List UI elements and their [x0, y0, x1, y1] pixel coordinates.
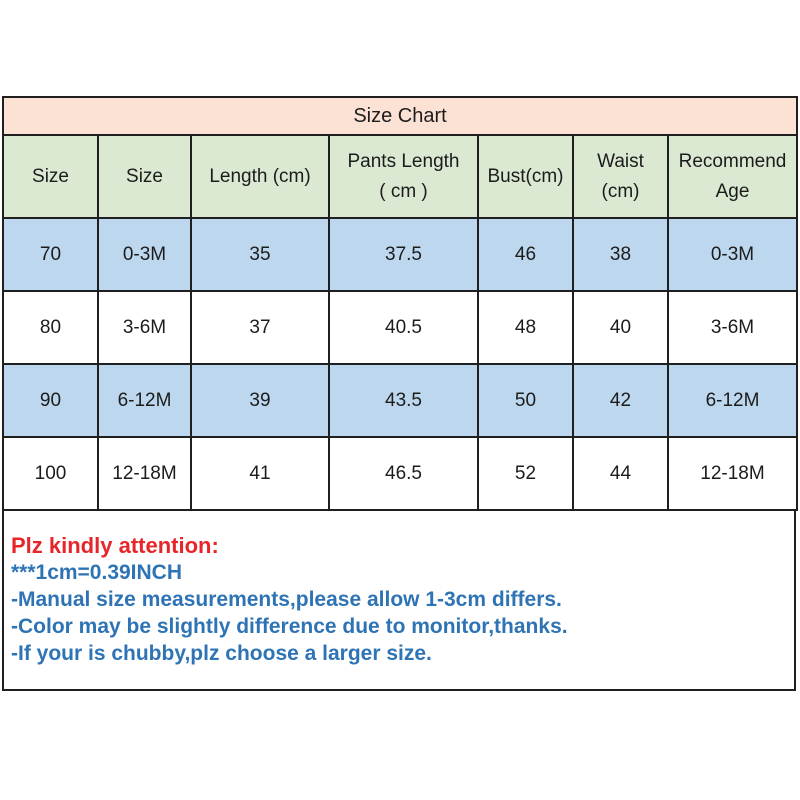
cell-waist: 38	[572, 217, 669, 292]
cell-pants-length: 40.5	[328, 290, 479, 365]
column-header-bust: Bust(cm)	[477, 134, 574, 219]
table-row-size-70: 70 0-3M 35 37.5 46 38 0-3M	[2, 217, 798, 292]
cell-size: 100	[2, 436, 99, 511]
cell-recommend-age: 3-6M	[667, 290, 798, 365]
table-row-size-90: 90 6-12M 39 43.5 50 42 6-12M	[2, 363, 798, 438]
cell-size-age: 12-18M	[97, 436, 192, 511]
table-title-row: Size Chart	[2, 96, 798, 136]
note-line-color-difference: -Color may be slightly difference due to…	[11, 615, 568, 638]
cell-size: 90	[2, 363, 99, 438]
cell-recommend-age: 12-18M	[667, 436, 798, 511]
size-chart-table: Size Chart Size Size Length (cm) Pants L…	[2, 96, 798, 511]
cell-bust: 50	[477, 363, 574, 438]
cell-pants-length: 37.5	[328, 217, 479, 292]
table-row-size-80: 80 3-6M 37 40.5 48 40 3-6M	[2, 290, 798, 365]
cell-recommend-age: 0-3M	[667, 217, 798, 292]
cell-pants-length: 43.5	[328, 363, 479, 438]
notes-section: Plz kindly attention: ***1cm=0.39INCH -M…	[2, 511, 796, 691]
cell-length: 37	[190, 290, 330, 365]
cell-waist: 44	[572, 436, 669, 511]
cell-size: 70	[2, 217, 99, 292]
cell-size-age: 6-12M	[97, 363, 192, 438]
cell-length: 35	[190, 217, 330, 292]
column-header-recommend-age: Recommend Age	[667, 134, 798, 219]
column-header-size-number: Size	[2, 134, 99, 219]
cell-bust: 52	[477, 436, 574, 511]
note-line-chubby-size-up: -If your is chubby,plz choose a larger s…	[11, 642, 432, 665]
cell-bust: 48	[477, 290, 574, 365]
cell-size-age: 3-6M	[97, 290, 192, 365]
cell-length: 39	[190, 363, 330, 438]
column-header-size-age: Size	[97, 134, 192, 219]
cell-size: 80	[2, 290, 99, 365]
note-line-cm-inch: ***1cm=0.39INCH	[11, 561, 183, 584]
column-header-length: Length (cm)	[190, 134, 330, 219]
cell-waist: 42	[572, 363, 669, 438]
cell-bust: 46	[477, 217, 574, 292]
cell-length: 41	[190, 436, 330, 511]
cell-size-age: 0-3M	[97, 217, 192, 292]
size-chart-title: Size Chart	[2, 96, 798, 136]
cell-waist: 40	[572, 290, 669, 365]
note-line-manual-measurement: -Manual size measurements,please allow 1…	[11, 588, 562, 611]
table-header-row: Size Size Length (cm) Pants Length ( cm …	[2, 134, 798, 219]
table-row-size-100: 100 12-18M 41 46.5 52 44 12-18M	[2, 436, 798, 511]
size-chart-sheet: Size Chart Size Size Length (cm) Pants L…	[2, 96, 798, 691]
column-header-waist: Waist (cm)	[572, 134, 669, 219]
attention-heading: Plz kindly attention:	[11, 533, 219, 558]
column-header-pants-length: Pants Length ( cm )	[328, 134, 479, 219]
cell-recommend-age: 6-12M	[667, 363, 798, 438]
cell-pants-length: 46.5	[328, 436, 479, 511]
